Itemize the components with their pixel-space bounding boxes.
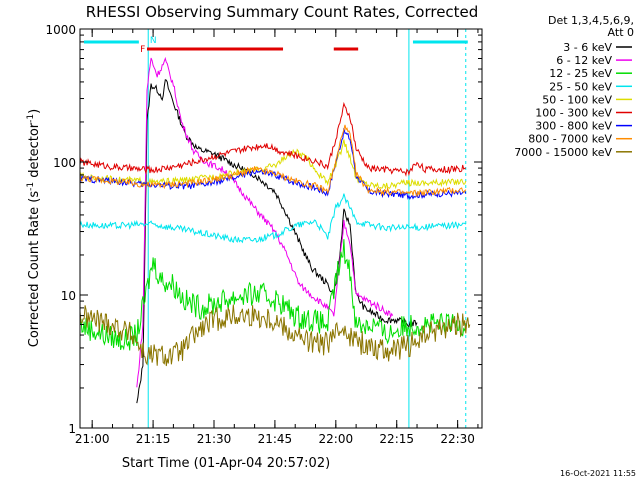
series-line-7000-15000-kev <box>79 304 471 367</box>
series-line-50-100-kev <box>79 139 467 190</box>
legend-header-attenuator: Att 0 <box>608 26 634 39</box>
legend-label: 50 - 100 keV <box>542 93 612 106</box>
y-tick-label: 100 <box>53 156 76 170</box>
axes: 21:00 21:15 21:30 21:45 22:00 22:15 22:30 1 10 10… <box>45 23 483 446</box>
y-axis-label: Corrected Count Rate (s-1 detector-1) <box>26 109 42 347</box>
series-line-25-50-kev <box>79 193 467 244</box>
x-tick-label: 22:00 <box>319 432 354 446</box>
legend-label: 300 - 800 keV <box>535 120 612 133</box>
plot-area: NF <box>79 29 471 428</box>
legend-header: Det 1,3,4,5,6,9, Att 0 <box>548 14 634 39</box>
y-tick-label: 1 <box>68 422 76 436</box>
legend-label: 3 - 6 keV <box>563 41 612 54</box>
series-line-12-25-kev <box>79 239 467 351</box>
night-marker-label: N <box>150 36 157 46</box>
legend-label: 6 - 12 keV <box>556 54 612 67</box>
legend-label: 12 - 25 keV <box>549 67 612 80</box>
x-tick-label: 21:45 <box>258 432 293 446</box>
legend-label: 7000 - 15000 keV <box>514 146 612 159</box>
plot-frame <box>79 28 483 429</box>
generation-timestamp: 16-Oct-2021 11:55 <box>560 469 636 478</box>
series-line-800-7000-kev <box>79 124 467 198</box>
x-tick-label: 21:30 <box>197 432 232 446</box>
x-tick-label: 22:15 <box>379 432 414 446</box>
y-tick-label: 1000 <box>45 23 76 37</box>
series-line-6-12-kev <box>136 56 394 388</box>
legend-header-detectors: Det 1,3,4,5,6,9, <box>548 14 634 27</box>
y-tick-label: 10 <box>61 289 76 303</box>
x-axis-label: Start Time (01-Apr-04 20:57:02) <box>122 456 330 471</box>
series-line-300-800-kev <box>79 127 467 200</box>
legend-label: 100 - 300 keV <box>535 107 612 120</box>
legend-label: 25 - 50 keV <box>549 80 612 93</box>
x-tick-label: 22:30 <box>440 432 475 446</box>
chart-title: RHESSI Observing Summary Count Rates, Co… <box>86 3 479 21</box>
x-tick-label: 21:00 <box>75 432 110 446</box>
series-line-100-300-kev <box>79 101 466 177</box>
flare-marker-label: F <box>140 45 145 55</box>
legend-label: 800 - 7000 keV <box>528 133 612 146</box>
x-tick-label: 21:15 <box>136 432 171 446</box>
